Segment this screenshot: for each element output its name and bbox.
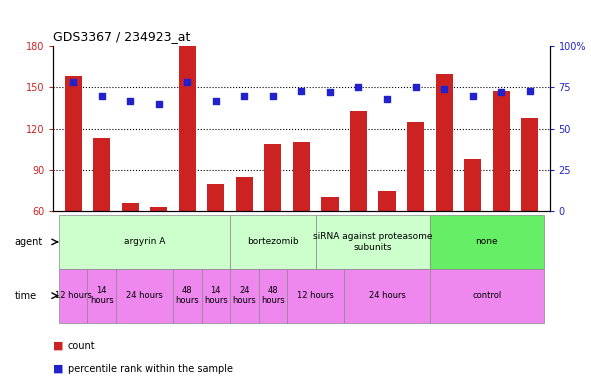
Bar xyxy=(87,269,116,323)
Bar xyxy=(287,269,344,323)
Bar xyxy=(230,269,259,323)
Point xyxy=(268,93,278,99)
Point xyxy=(125,98,135,104)
Text: 24
hours: 24 hours xyxy=(232,286,256,305)
Bar xyxy=(236,177,253,294)
Text: none: none xyxy=(476,237,498,247)
Bar xyxy=(116,269,173,323)
Text: agent: agent xyxy=(15,237,43,247)
Text: 12 hours: 12 hours xyxy=(55,291,92,300)
Point xyxy=(211,98,220,104)
Text: ■: ■ xyxy=(53,341,64,351)
Text: percentile rank within the sample: percentile rank within the sample xyxy=(68,364,233,374)
Bar xyxy=(59,215,230,269)
Bar xyxy=(264,144,281,294)
Bar xyxy=(436,74,453,294)
Bar xyxy=(293,142,310,294)
Bar xyxy=(93,138,111,294)
Point xyxy=(354,84,363,91)
Point xyxy=(525,88,534,94)
Text: argyrin A: argyrin A xyxy=(124,237,165,247)
Text: 14
hours: 14 hours xyxy=(90,286,113,305)
Bar xyxy=(316,215,430,269)
Text: 24 hours: 24 hours xyxy=(369,291,405,300)
Bar xyxy=(207,184,225,294)
Bar xyxy=(173,269,202,323)
Point xyxy=(439,86,449,92)
Bar xyxy=(202,269,230,323)
Point xyxy=(154,101,164,107)
Point xyxy=(468,93,478,99)
Bar xyxy=(344,269,430,323)
Text: bortezomib: bortezomib xyxy=(247,237,298,247)
Text: count: count xyxy=(68,341,96,351)
Bar xyxy=(378,190,395,294)
Point xyxy=(97,93,106,99)
Point xyxy=(411,84,420,91)
Text: control: control xyxy=(472,291,502,300)
Bar xyxy=(59,269,87,323)
Bar xyxy=(178,46,196,294)
Bar xyxy=(122,203,139,294)
Text: GDS3367 / 234923_at: GDS3367 / 234923_at xyxy=(53,30,190,43)
Point xyxy=(496,89,506,95)
Bar xyxy=(430,215,544,269)
Bar xyxy=(259,269,287,323)
Point xyxy=(183,79,192,86)
Point xyxy=(382,96,392,102)
Text: 12 hours: 12 hours xyxy=(297,291,334,300)
Text: 14
hours: 14 hours xyxy=(204,286,228,305)
Bar xyxy=(350,111,367,294)
Text: 48
hours: 48 hours xyxy=(176,286,199,305)
Text: siRNA against proteasome
subunits: siRNA against proteasome subunits xyxy=(313,232,433,252)
Text: time: time xyxy=(15,291,37,301)
Text: 48
hours: 48 hours xyxy=(261,286,285,305)
Bar xyxy=(430,269,544,323)
Point xyxy=(325,89,335,95)
Bar xyxy=(230,215,316,269)
Point xyxy=(239,93,249,99)
Bar xyxy=(492,91,509,294)
Text: 24 hours: 24 hours xyxy=(126,291,163,300)
Point xyxy=(297,88,306,94)
Bar xyxy=(322,197,339,294)
Text: ■: ■ xyxy=(53,364,64,374)
Bar xyxy=(407,122,424,294)
Bar xyxy=(64,76,82,294)
Bar xyxy=(521,118,538,294)
Bar xyxy=(150,207,167,294)
Bar xyxy=(464,159,481,294)
Point xyxy=(69,79,78,86)
